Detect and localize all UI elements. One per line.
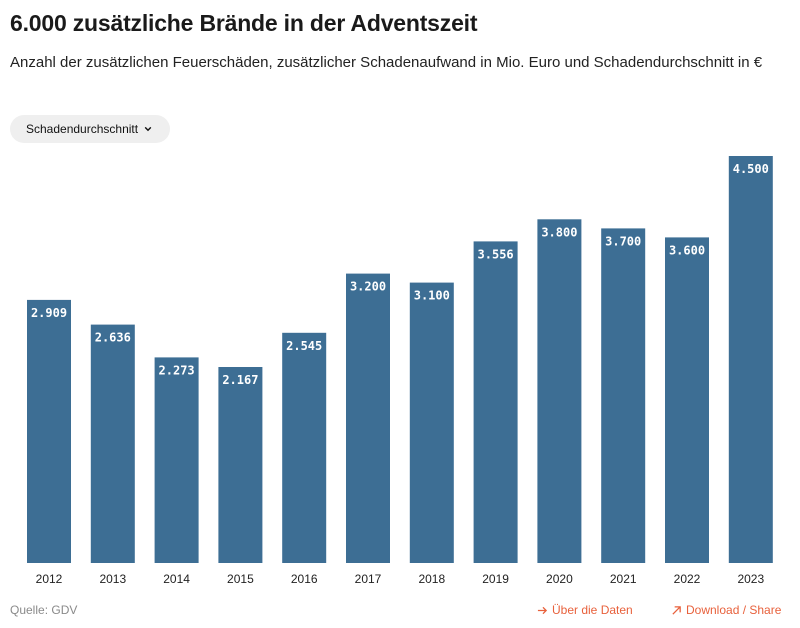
x-tick-label: 2019 — [482, 572, 509, 586]
bar-2019 — [473, 241, 518, 563]
metric-dropdown[interactable]: Schadendurchschnitt — [10, 115, 171, 143]
chevron-down-icon — [144, 126, 152, 132]
download-share-label: Download / Share — [686, 603, 782, 617]
bar-2015 — [218, 367, 263, 563]
bar-value-label: 2.909 — [31, 306, 67, 320]
bar-2016 — [282, 332, 327, 563]
bar-value-label: 3.600 — [669, 243, 705, 257]
x-tick-label: 2014 — [163, 572, 190, 586]
metric-dropdown-label: Schadendurchschnitt — [26, 122, 139, 136]
bar-value-label: 4.500 — [733, 162, 769, 176]
arrow-up-right-icon — [672, 605, 681, 615]
x-tick-label: 2021 — [610, 572, 637, 586]
chart-subtitle: Anzahl der zusätzlichen Feuerschäden, zu… — [10, 54, 763, 71]
x-tick-label: 2018 — [418, 572, 445, 586]
bar-2017 — [346, 273, 390, 563]
bar-2023 — [728, 156, 773, 563]
download-share-link[interactable]: Download / Share — [671, 603, 781, 617]
x-tick-label: 2022 — [674, 572, 701, 586]
bar-2020 — [537, 219, 582, 564]
bar-value-label: 3.700 — [605, 234, 641, 248]
bar-value-label: 2.545 — [286, 339, 322, 353]
bar-2012 — [27, 299, 71, 563]
bar-value-label: 2.636 — [95, 331, 131, 345]
x-tick-label: 2015 — [227, 572, 254, 586]
bar-value-label: 3.100 — [414, 289, 450, 303]
bar-value-label: 3.200 — [350, 280, 386, 294]
bar-2022 — [665, 237, 709, 563]
x-tick-label: 2017 — [355, 572, 382, 586]
x-tick-label: 2020 — [546, 572, 573, 586]
about-data-label: Über die Daten — [552, 603, 633, 617]
source-note: Quelle: GDV — [10, 603, 78, 617]
arrow-right-icon — [537, 606, 548, 614]
bar-value-label: 2.273 — [159, 363, 195, 377]
bar-2021 — [601, 228, 646, 563]
bar-value-label: 2.167 — [222, 373, 258, 387]
bar-2014 — [154, 357, 199, 563]
x-tick-label: 2023 — [737, 572, 764, 586]
chart-title: 6.000 zusätzliche Brände in der Adventsz… — [10, 10, 478, 36]
bar-2013 — [90, 324, 135, 563]
x-tick-label: 2012 — [36, 572, 63, 586]
about-data-link[interactable]: Über die Daten — [537, 603, 633, 617]
x-tick-label: 2016 — [291, 572, 318, 586]
x-tick-label: 2013 — [99, 572, 126, 586]
bar-2018 — [409, 282, 454, 563]
bar-chart: 2.909 2012 2.636 2013 2.273 2014 2.167 2015 2.54… — [27, 156, 773, 586]
bar-value-label: 3.800 — [541, 225, 577, 239]
bar-value-label: 3.556 — [478, 247, 514, 261]
